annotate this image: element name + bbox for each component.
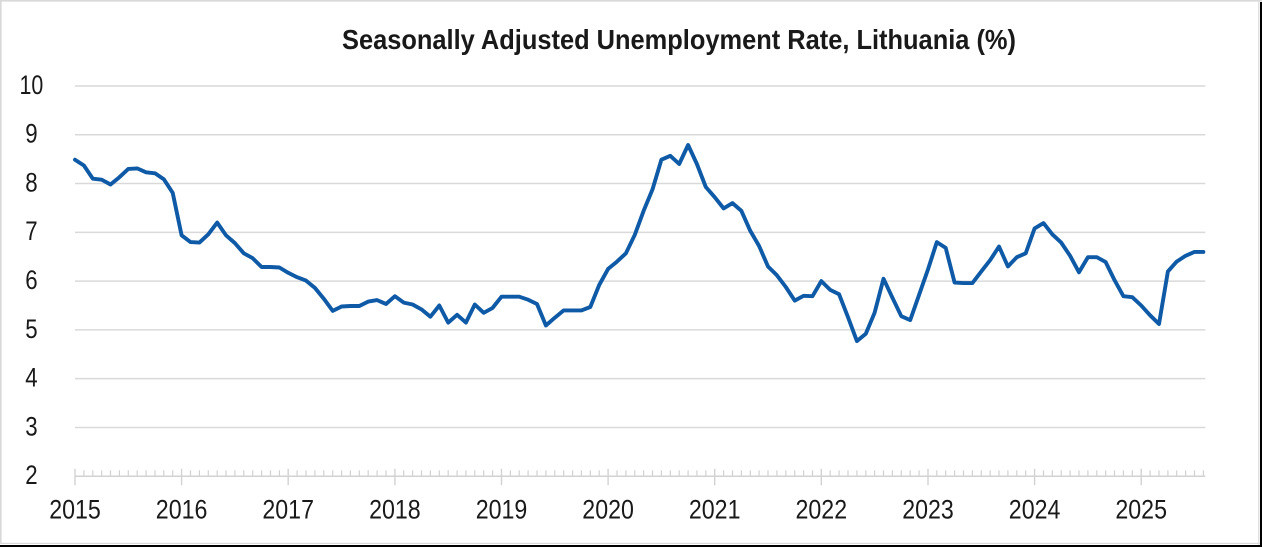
svg-text:2024: 2024 — [1009, 495, 1061, 525]
svg-text:2018: 2018 — [369, 495, 421, 525]
svg-text:2023: 2023 — [902, 495, 954, 525]
svg-text:3: 3 — [25, 411, 37, 441]
svg-text:2019: 2019 — [476, 495, 528, 525]
svg-text:2022: 2022 — [796, 495, 848, 525]
svg-text:7: 7 — [25, 216, 37, 246]
svg-text:2025: 2025 — [1115, 495, 1167, 525]
svg-text:5: 5 — [25, 314, 37, 344]
svg-text:2015: 2015 — [49, 495, 101, 525]
svg-text:2: 2 — [25, 460, 37, 490]
svg-text:4: 4 — [25, 363, 37, 393]
svg-text:10: 10 — [20, 70, 44, 100]
svg-text:2017: 2017 — [262, 495, 314, 525]
svg-text:Seasonally Adjusted Unemployme: Seasonally Adjusted Unemployment Rate, L… — [342, 24, 1016, 55]
svg-text:2020: 2020 — [582, 495, 634, 525]
svg-text:9: 9 — [25, 119, 37, 149]
svg-text:6: 6 — [25, 265, 37, 295]
svg-text:2021: 2021 — [689, 495, 741, 525]
svg-text:2016: 2016 — [156, 495, 208, 525]
svg-text:8: 8 — [25, 168, 37, 198]
